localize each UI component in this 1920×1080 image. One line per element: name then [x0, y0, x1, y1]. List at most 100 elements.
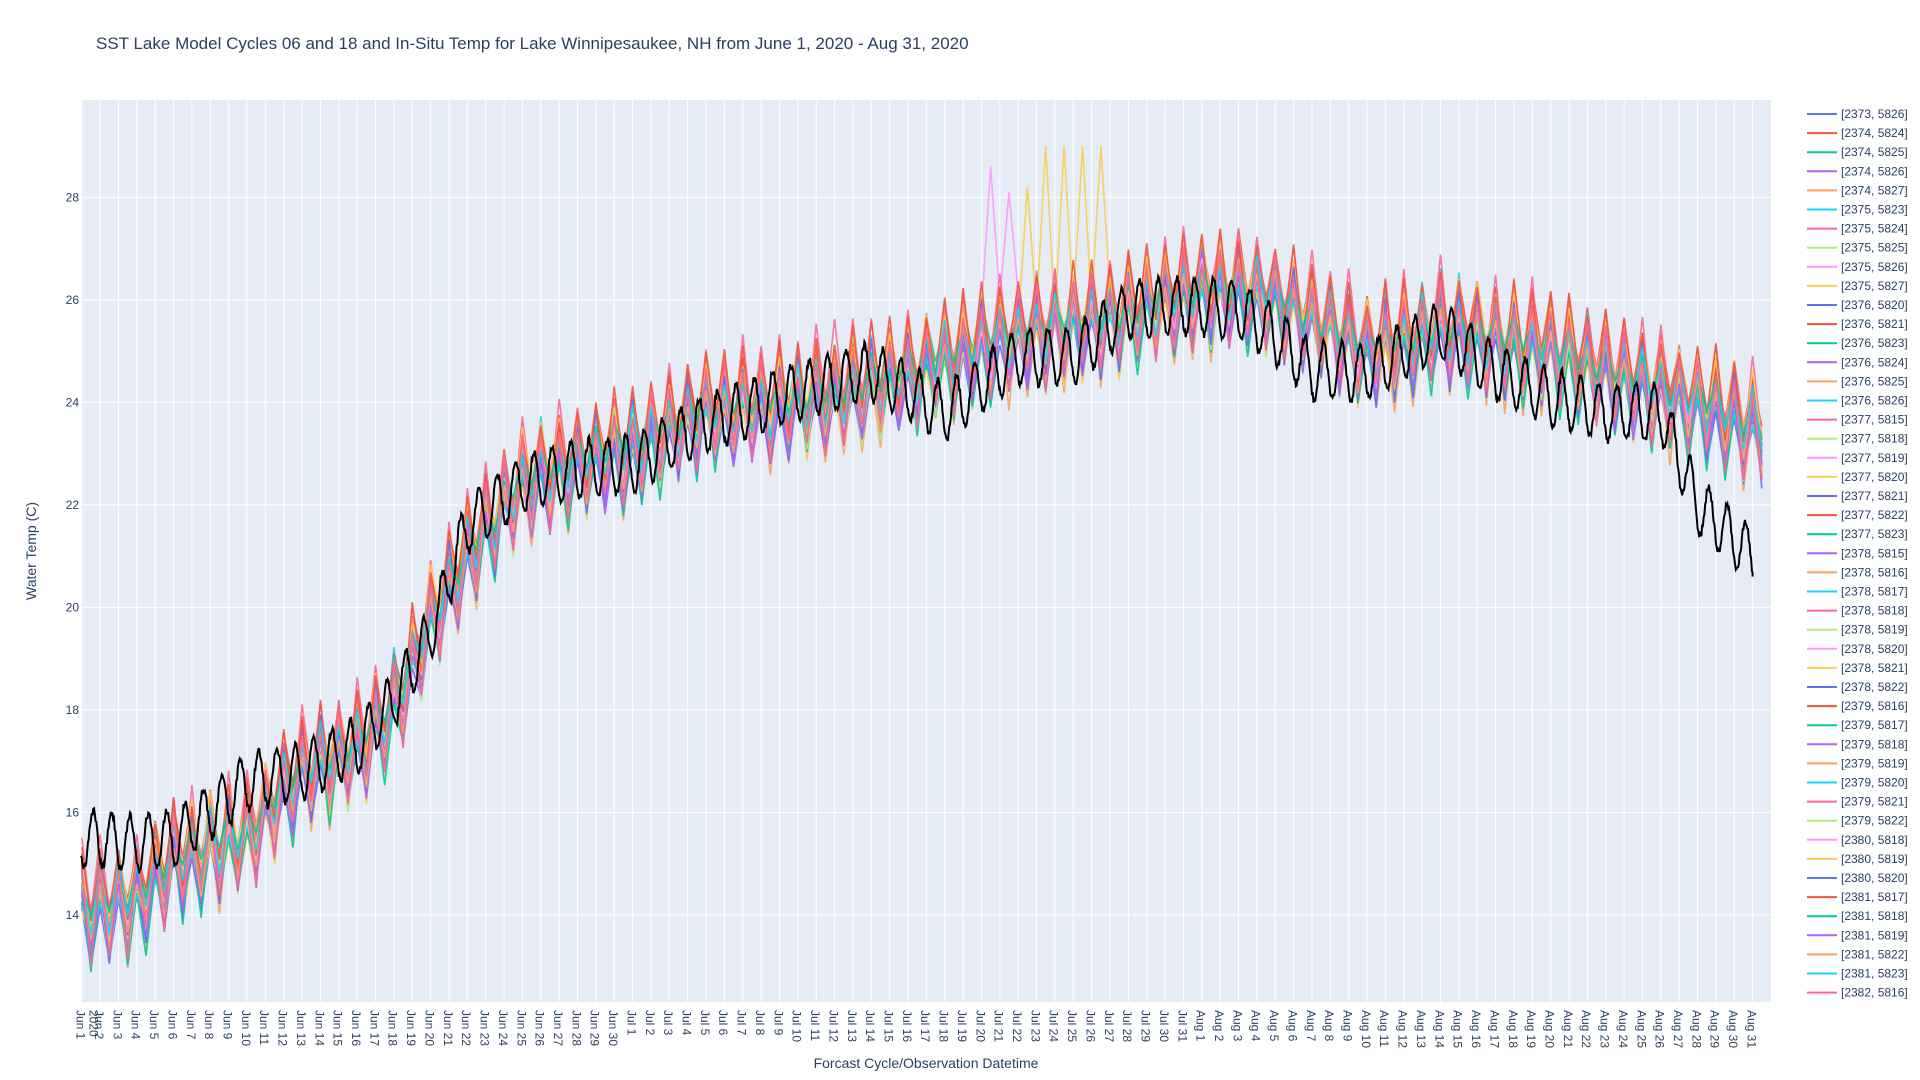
- legend[interactable]: [2373, 5826] [2374, 5824] [2374, 5825] [237…: [1807, 107, 1908, 1000]
- legend-item-label: [2378, 5817]: [1841, 585, 1908, 599]
- y-tick-label: 26: [66, 293, 80, 307]
- x-tick-label: Jun 12: [276, 1010, 290, 1046]
- x-tick-label: Jul 31: [1175, 1010, 1189, 1042]
- grid-lines: [81, 100, 1771, 1002]
- x-tick-label: Aug 15: [1451, 1010, 1465, 1048]
- observation-line: [80, 272, 1754, 874]
- x-tick-label: Jun 20: [422, 1010, 436, 1046]
- y-tick-label: 28: [66, 190, 80, 204]
- x-tick-label: Aug 31: [1744, 1010, 1758, 1048]
- x-tick-label: Jul 28: [1120, 1010, 1134, 1042]
- x-tick-label: Jul 20: [973, 1010, 987, 1042]
- legend-item-label: [2379, 5816]: [1841, 699, 1908, 713]
- x-tick-label: Jun 15: [331, 1010, 345, 1046]
- x-tick-label: Jul 5: [698, 1010, 712, 1036]
- x-tick-label: Jun 2: [92, 1010, 106, 1040]
- x-tick-label: Jul 16: [900, 1010, 914, 1042]
- legend-item-label: [2375, 5826]: [1841, 260, 1908, 274]
- legend-item-label: [2374, 5824]: [1841, 126, 1908, 140]
- x-tick-label: Jul 4: [680, 1010, 694, 1036]
- x-tick-label: Jun 21: [441, 1010, 455, 1046]
- legend-item-label: [2376, 5824]: [1841, 355, 1908, 369]
- x-tick-label: Jul 6: [716, 1010, 730, 1036]
- x-tick-label: Aug 1: [1194, 1010, 1208, 1042]
- legend-item-label: [2378, 5815]: [1841, 546, 1908, 560]
- x-tick-label: Jun 27: [551, 1010, 565, 1046]
- legend-item-label: [2381, 5822]: [1841, 947, 1908, 961]
- x-tick-label: Jul 11: [808, 1010, 822, 1041]
- legend-item-label: [2380, 5818]: [1841, 833, 1908, 847]
- x-tick-label: Aug 19: [1524, 1010, 1538, 1048]
- x-tick-label: Aug 24: [1616, 1010, 1630, 1048]
- x-tick-label: Aug 9: [1341, 1010, 1355, 1042]
- legend-item-label: [2378, 5818]: [1841, 604, 1908, 618]
- x-tick-label: Jun 7: [184, 1010, 198, 1040]
- legend-item-label: [2380, 5820]: [1841, 871, 1908, 885]
- x-tick-label: Jun 18: [386, 1010, 400, 1046]
- x-tick-label: 2020: [87, 1010, 101, 1037]
- x-tick-label: Jul 22: [1010, 1010, 1024, 1042]
- x-tick-label: Aug 10: [1359, 1010, 1373, 1048]
- x-tick-label: Aug 26: [1653, 1010, 1667, 1048]
- y-axis-title: Water Temp (C): [23, 502, 39, 600]
- y-tick-label: 16: [66, 805, 80, 819]
- y-tick-label: 14: [66, 908, 80, 922]
- y-tick-label: 24: [66, 395, 80, 409]
- legend-item-label: [2377, 5820]: [1841, 470, 1908, 484]
- y-tick-label: 22: [66, 498, 80, 512]
- x-tick-label: Jun 26: [533, 1010, 547, 1046]
- legend-item-label: [2378, 5822]: [1841, 680, 1908, 694]
- x-tick-label: Jun 17: [367, 1010, 381, 1046]
- legend-item-label: [2374, 5825]: [1841, 145, 1908, 159]
- x-tick-label: Jun 4: [129, 1010, 143, 1040]
- legend-item-label: [2381, 5817]: [1841, 890, 1908, 904]
- y-tick-label: 18: [66, 703, 80, 717]
- legend-item-label: [2380, 5819]: [1841, 852, 1908, 866]
- legend-item-label: [2379, 5822]: [1841, 814, 1908, 828]
- legend-item-label: [2377, 5815]: [1841, 413, 1908, 427]
- legend-item-label: [2378, 5821]: [1841, 661, 1908, 675]
- x-tick-label: Aug 11: [1377, 1010, 1391, 1047]
- x-tick-label: Aug 4: [1249, 1010, 1263, 1042]
- legend-item-label: [2376, 5820]: [1841, 298, 1908, 312]
- legend-item-label: [2378, 5820]: [1841, 642, 1908, 656]
- legend-item-label: [2374, 5827]: [1841, 183, 1908, 197]
- legend-item-label: [2375, 5823]: [1841, 203, 1908, 217]
- x-tick-label: Jul 9: [771, 1010, 785, 1036]
- x-tick-label: Jun 16: [349, 1010, 363, 1046]
- x-tick-label: Jun 13: [294, 1010, 308, 1046]
- x-tick-label: Aug 25: [1634, 1010, 1648, 1048]
- x-tick-label: Jun 10: [239, 1010, 253, 1046]
- x-tick-label: Jul 12: [826, 1010, 840, 1042]
- x-tick-label: Aug 6: [1285, 1010, 1299, 1042]
- x-tick-label: Jul 1: [624, 1010, 638, 1036]
- x-tick-label: Aug 23: [1598, 1010, 1612, 1048]
- x-tick-label: Jun 28: [569, 1010, 583, 1046]
- x-tick-label: Jul 23: [1028, 1010, 1042, 1042]
- x-tick-label: Aug 12: [1396, 1010, 1410, 1048]
- legend-item-label: [2377, 5823]: [1841, 527, 1908, 541]
- legend-item-label: [2377, 5819]: [1841, 451, 1908, 465]
- x-tick-label: Jun 11: [257, 1010, 271, 1045]
- x-tick-label: Jul 2: [643, 1010, 657, 1036]
- x-tick-label: Jun 5: [147, 1010, 161, 1040]
- observation-series-line: [80, 272, 1754, 874]
- x-tick-label: Jun 1: [74, 1010, 88, 1040]
- x-tick-label: Aug 14: [1432, 1010, 1446, 1048]
- x-tick-label: Jul 29: [1139, 1010, 1153, 1042]
- x-tick-label: Jul 26: [1083, 1010, 1097, 1042]
- x-tick-label: Jul 30: [1157, 1010, 1171, 1042]
- x-tick-label: Jun 19: [404, 1010, 418, 1046]
- x-tick-label: Jul 19: [955, 1010, 969, 1042]
- model-series-line: [81, 229, 1763, 922]
- legend-item-label: [2375, 5827]: [1841, 279, 1908, 293]
- legend-item-label: [2379, 5821]: [1841, 795, 1908, 809]
- legend-item-label: [2376, 5823]: [1841, 336, 1908, 350]
- legend-item-label: [2376, 5821]: [1841, 317, 1908, 331]
- x-tick-label: Jun 30: [606, 1010, 620, 1046]
- legend-item-label: [2381, 5823]: [1841, 967, 1908, 981]
- x-tick-label: Jul 10: [790, 1010, 804, 1042]
- legend-item-label: [2377, 5818]: [1841, 432, 1908, 446]
- y-tick-label: 20: [66, 600, 80, 614]
